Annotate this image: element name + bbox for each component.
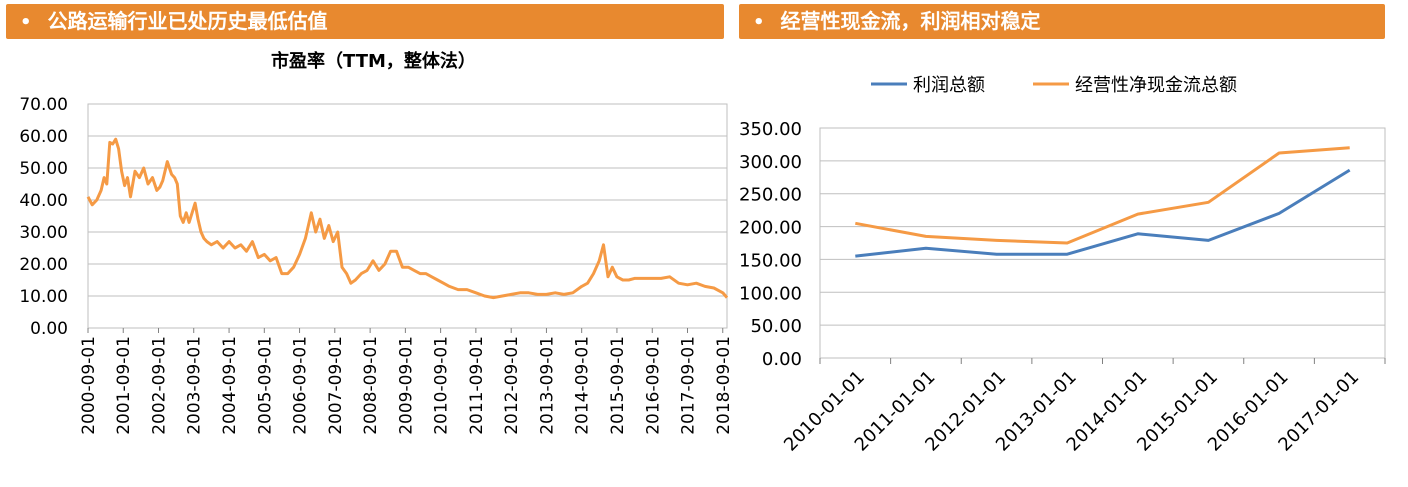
x-tick-label: 2015-09-01 — [608, 336, 628, 435]
x-tick-label: 2017-09-01 — [679, 336, 699, 435]
x-tick-label: 2003-09-01 — [185, 336, 205, 435]
x-tick-label: 2006-09-01 — [291, 336, 311, 435]
y-tick-label: 0.00 — [762, 349, 802, 370]
x-tick-label: 2002-09-01 — [149, 336, 169, 435]
x-tick-label: 2018-09-01 — [714, 336, 734, 435]
x-tick-label: 2012-09-01 — [502, 336, 522, 435]
x-tick-label: 2004-09-01 — [220, 336, 240, 435]
y-tick-label: 250.00 — [739, 185, 802, 206]
right-section-title: 经营性现金流，利润相对稳定 — [780, 9, 1041, 33]
y-tick-label: 10.00 — [19, 287, 68, 307]
y-tick-label: 150.00 — [739, 250, 802, 271]
y-tick-label: 70.00 — [19, 95, 68, 115]
x-tick-label: 2013-09-01 — [537, 336, 557, 435]
y-tick-label: 40.00 — [19, 191, 68, 211]
legend-label: 利润总额 — [913, 75, 985, 96]
y-tick-label: 350.00 — [739, 119, 802, 140]
x-tick-label: 2009-09-01 — [396, 336, 416, 435]
pe-ratio-series-line — [86, 137, 729, 300]
y-tick-label: 20.00 — [19, 255, 68, 275]
x-tick-label: 2001-09-01 — [114, 336, 134, 435]
x-tick-label: 2007-09-01 — [326, 336, 346, 435]
y-tick-label: 200.00 — [739, 218, 802, 239]
y-tick-label: 30.00 — [19, 223, 68, 243]
y-tick-label: 50.00 — [750, 316, 802, 337]
x-tick-label: 2016-09-01 — [643, 336, 663, 435]
bullet: • — [20, 12, 32, 33]
series-line — [855, 146, 1350, 245]
bullet: • — [753, 12, 765, 33]
right-section-banner: • 经营性现金流，利润相对稳定 — [739, 4, 1385, 39]
x-tick-label: 2008-09-01 — [361, 336, 381, 435]
legend-label: 经营性净现金流总额 — [1075, 75, 1237, 96]
x-tick-label: 2005-09-01 — [255, 336, 275, 435]
series-line — [855, 168, 1351, 258]
x-tick-label: 2000-09-01 — [79, 336, 99, 435]
x-tick-label: 2010-09-01 — [432, 336, 452, 435]
left-section-banner: • 公路运输行业已处历史最低估值 — [6, 4, 724, 39]
chart-title: 市盈率（TTM，整体法） — [271, 50, 476, 72]
y-tick-label: 300.00 — [739, 152, 802, 173]
y-tick-label: 100.00 — [739, 283, 802, 304]
x-tick-label: 2011-09-01 — [467, 336, 487, 435]
y-tick-label: 0.00 — [30, 319, 68, 339]
y-tick-label: 60.00 — [19, 127, 68, 147]
y-tick-label: 50.00 — [19, 159, 68, 179]
left-section-title: 公路运输行业已处历史最低估值 — [47, 9, 328, 33]
x-tick-label: 2014-09-01 — [573, 336, 593, 435]
